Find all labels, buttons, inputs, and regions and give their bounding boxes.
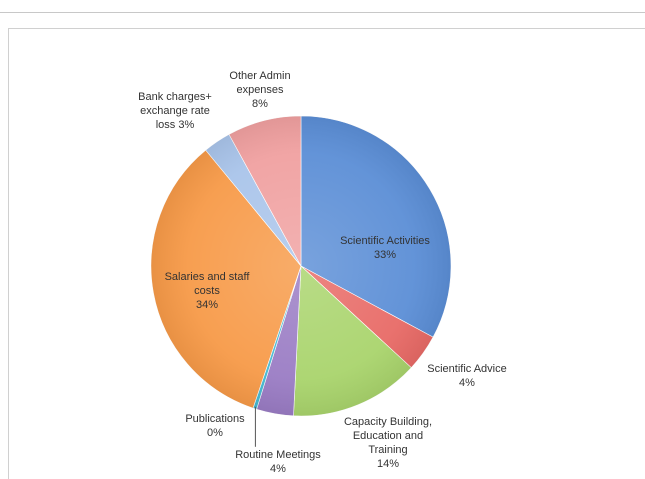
label-other-admin-expenses: Other Admin expenses 8% bbox=[229, 70, 290, 110]
label-scientific-advice: Scientific Advice 4% bbox=[427, 363, 506, 389]
label-publications: Publications 0% bbox=[185, 413, 245, 439]
pie-slices bbox=[151, 116, 451, 416]
label-bank-charges: Bank charges+ exchange rate loss 3% bbox=[138, 91, 212, 131]
label-routine-meetings: Routine Meetings 4% bbox=[235, 449, 321, 475]
label-capacity-building: Capacity Building, Education and Training 1… bbox=[344, 416, 432, 470]
